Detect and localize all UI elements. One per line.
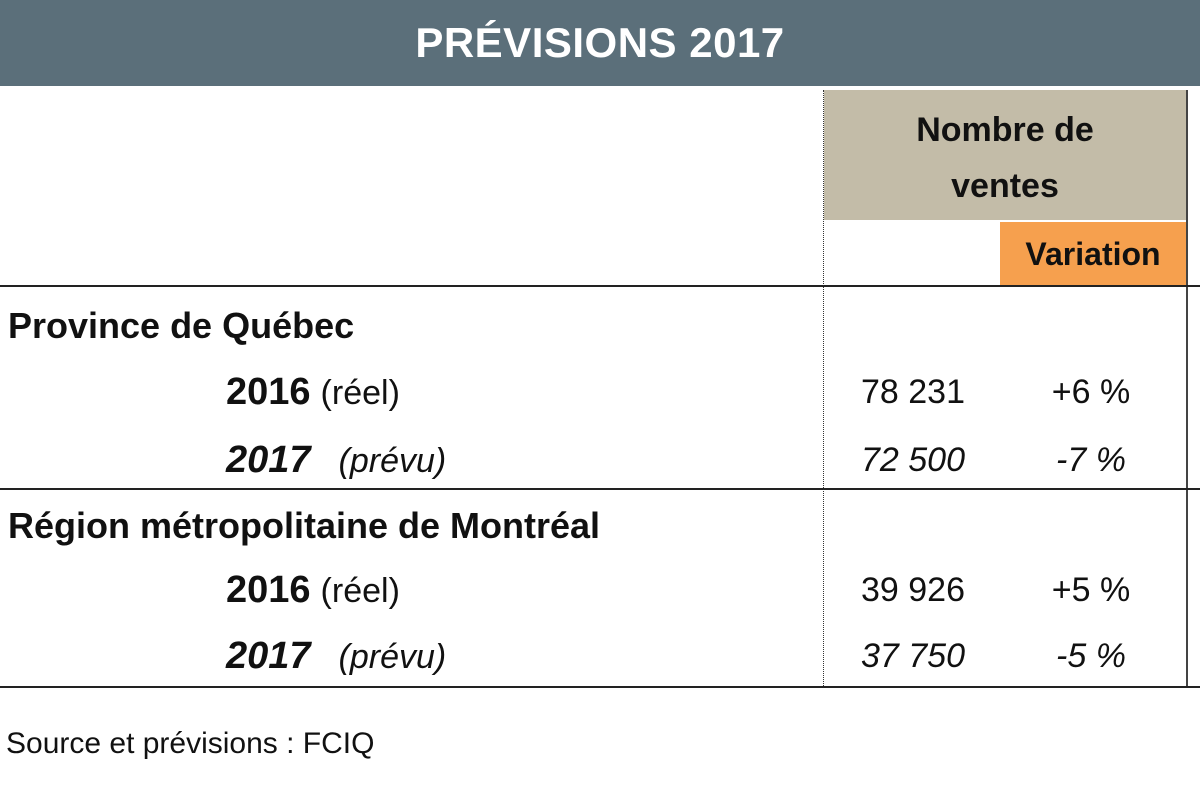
row-qualifier: (prévu) bbox=[338, 638, 447, 676]
row-year: 2016 bbox=[226, 569, 311, 611]
row-qualifier: (réel) bbox=[320, 374, 400, 412]
row-label-montreal-2016: 2016 (réel) bbox=[226, 570, 400, 611]
table-bottom-rule bbox=[0, 686, 1200, 688]
column-divider-right bbox=[1186, 90, 1188, 686]
page-title: PRÉVISIONS 2017 bbox=[0, 0, 1200, 86]
sales-value-quebec-2016: 78 231 bbox=[861, 373, 965, 411]
source-note: Source et prévisions : FCIQ bbox=[6, 727, 375, 760]
section-title-quebec: Province de Québec bbox=[8, 305, 355, 346]
row-year: 2017 bbox=[226, 439, 311, 481]
row-year: 2017 bbox=[226, 635, 311, 677]
section-title-montreal: Région métropolitaine de Montréal bbox=[8, 505, 601, 546]
row-qualifier: (prévu) bbox=[338, 442, 447, 480]
row-year: 2016 bbox=[226, 371, 311, 413]
sales-value-montreal-2017: 37 750 bbox=[861, 637, 965, 675]
sales-column-header: Nombre de ventes bbox=[824, 90, 1186, 220]
column-divider-dotted bbox=[823, 90, 824, 686]
header-bottom-rule bbox=[0, 285, 1200, 287]
sales-value-quebec-2017: 72 500 bbox=[861, 441, 965, 479]
row-label-quebec-2017: 2017 (prévu) bbox=[226, 440, 446, 481]
variation-value-quebec-2017: -7 % bbox=[1056, 441, 1126, 479]
variation-column-header: Variation bbox=[1000, 222, 1186, 286]
row-label-quebec-2016: 2016 (réel) bbox=[226, 372, 400, 413]
row-label-montreal-2017: 2017 (prévu) bbox=[226, 636, 446, 677]
variation-value-montreal-2017: -5 % bbox=[1056, 637, 1126, 675]
section-divider-rule bbox=[0, 488, 1200, 490]
variation-value-quebec-2016: +6 % bbox=[1051, 373, 1131, 411]
sales-value-montreal-2016: 39 926 bbox=[861, 571, 965, 609]
variation-value-montreal-2016: +5 % bbox=[1051, 571, 1131, 609]
row-qualifier: (réel) bbox=[320, 572, 400, 610]
